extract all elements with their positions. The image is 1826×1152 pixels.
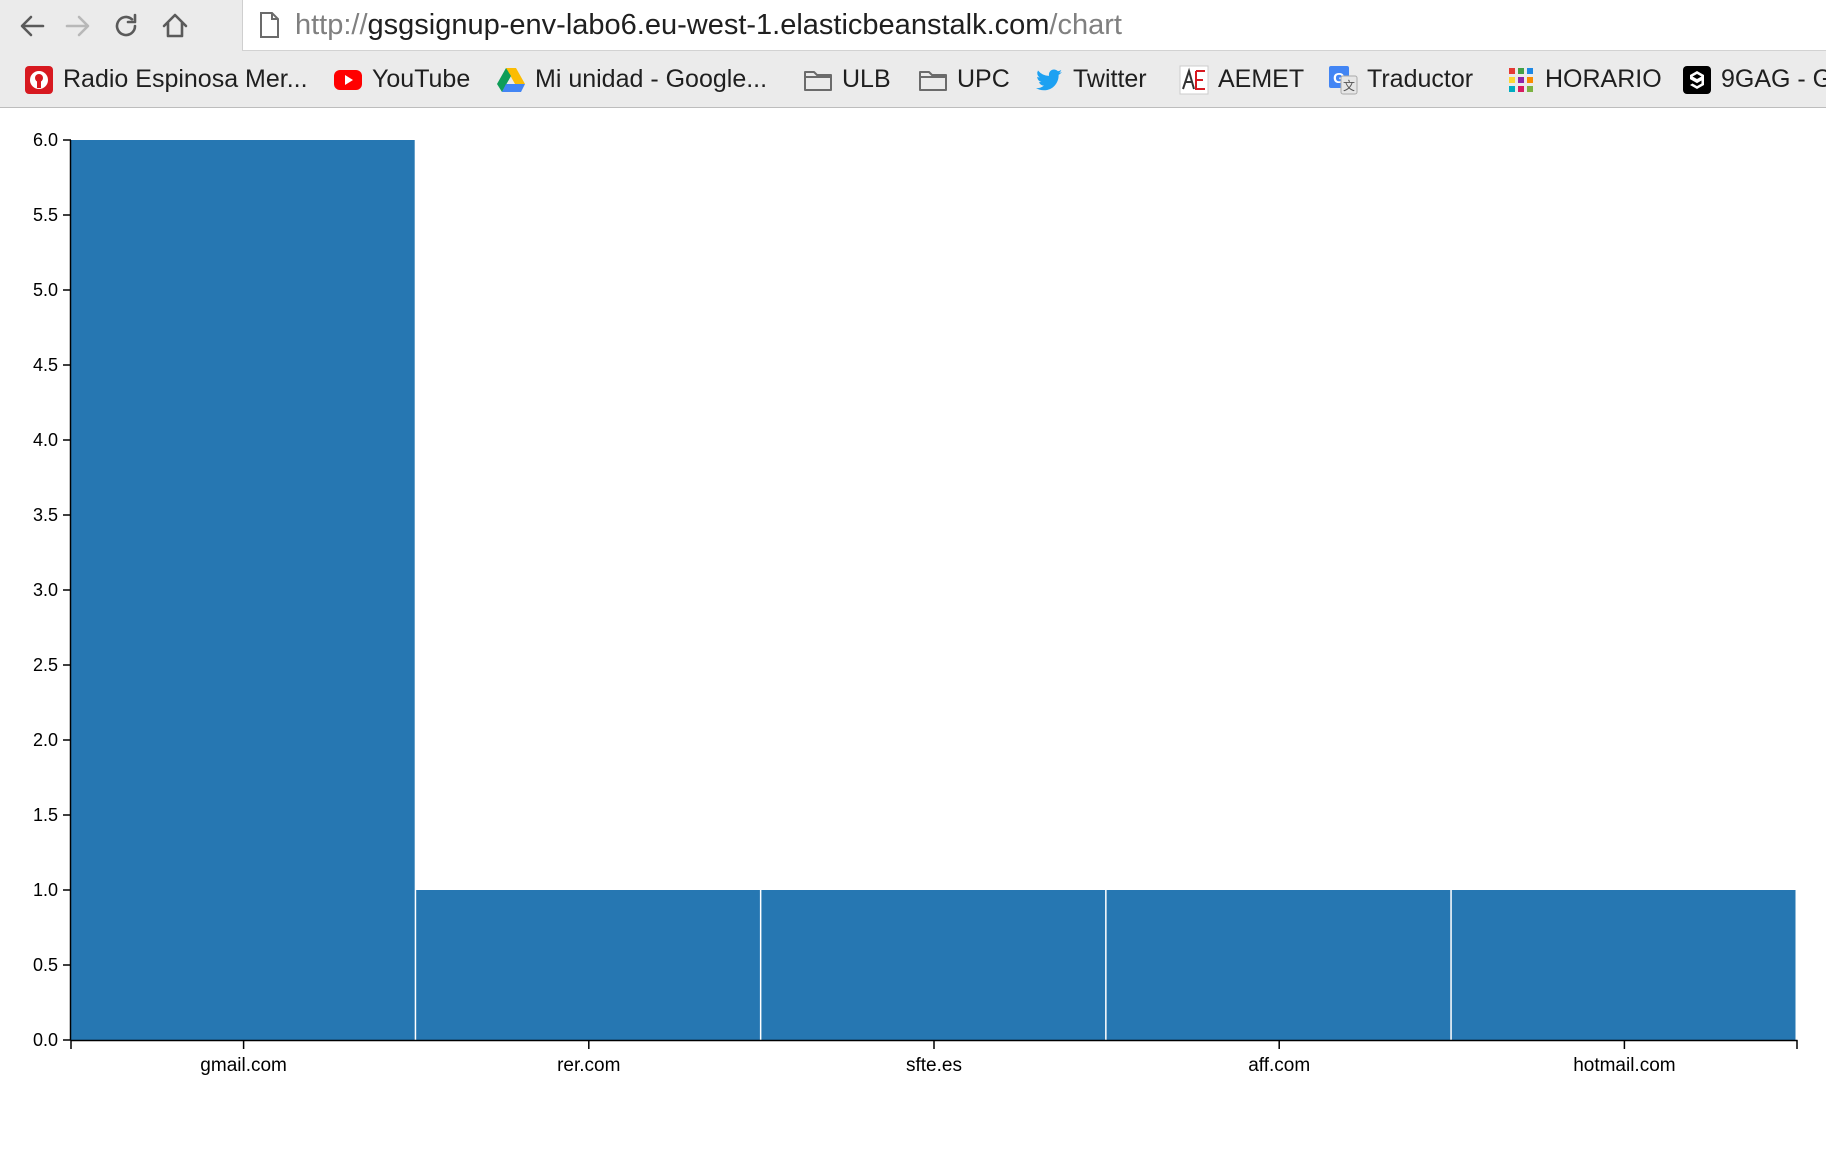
bookmark-google-drive[interactable]: Mi unidad - Google... [496, 52, 767, 107]
radio-icon [24, 65, 54, 95]
bookmark-9gag[interactable]: 9GAG - G [1682, 52, 1826, 107]
forward-button[interactable] [58, 6, 98, 46]
grid-icon [1506, 65, 1536, 95]
bar-gmail-com [71, 140, 415, 1040]
bookmark-radio-espinosa[interactable]: Radio Espinosa Mer... [24, 52, 308, 107]
x-tick-label: sfte.es [906, 1055, 962, 1076]
bookmark-youtube[interactable]: YouTube [333, 52, 470, 107]
folder-icon [803, 65, 833, 95]
home-button[interactable] [155, 6, 195, 46]
bookmark-label: Mi unidad - Google... [535, 65, 768, 93]
y-tick-label: 3.5 [33, 505, 58, 525]
bookmark-horario[interactable]: HORARIO [1506, 52, 1662, 107]
svg-text:G: G [1333, 70, 1345, 87]
y-tick-label: 1.0 [33, 880, 58, 900]
bar-chart: 0.0 0.5 1.0 1.5 2.0 2.5 3.0 3.5 4.0 4.5 5.0 5.5 6.0 g… [33, 130, 1798, 1076]
y-tick-label: 5.0 [33, 280, 58, 300]
folder-icon [918, 65, 948, 95]
bookmark-label: ULB [842, 65, 891, 93]
browser-toolbar: http://gsgsignup-env-labo6.eu-west-1.ela… [0, 0, 1826, 52]
bookmark-label: AEMET [1218, 65, 1305, 93]
page-icon [260, 12, 279, 38]
x-tick-label: rer.com [557, 1055, 620, 1076]
bookmark-label: Twitter [1073, 65, 1147, 93]
bookmark-label: HORARIO [1545, 65, 1662, 93]
x-tick-label: hotmail.com [1573, 1055, 1675, 1076]
y-tick-label: 2.5 [33, 655, 58, 675]
reload-button[interactable] [106, 6, 146, 46]
svg-text:文: 文 [1343, 78, 1355, 93]
twitter-icon [1034, 65, 1064, 95]
x-tick-label: aff.com [1248, 1055, 1310, 1076]
back-button[interactable] [12, 6, 52, 46]
aemet-icon [1179, 65, 1209, 95]
y-tick-label: 4.0 [33, 430, 58, 450]
bar-rer-com [416, 890, 760, 1040]
9gag-icon [1682, 65, 1712, 95]
bookmark-label: Radio Espinosa Mer... [63, 65, 308, 93]
bookmark-folder-ulb[interactable]: ULB [803, 52, 891, 107]
y-tick-label: 0.5 [33, 955, 58, 975]
bookmark-aemet[interactable]: AEMET [1179, 52, 1304, 107]
home-icon [162, 13, 188, 38]
reload-icon [115, 13, 137, 37]
y-tick-label: 2.0 [33, 730, 58, 750]
bookmark-label: Traductor [1367, 65, 1474, 93]
y-tick-label: 3.0 [33, 580, 58, 600]
bar-aff-com [1106, 890, 1451, 1040]
y-tick-label: 6.0 [33, 130, 58, 150]
google-drive-icon [496, 65, 526, 95]
bar-sfte-es [761, 890, 1106, 1040]
url-text: http://gsgsignup-env-labo6.eu-west-1.ela… [295, 8, 1122, 42]
x-tick-label: gmail.com [200, 1055, 287, 1076]
bookmarks-bar: Radio Espinosa Mer... YouTube Mi unidad … [0, 52, 1826, 108]
address-bar[interactable]: http://gsgsignup-env-labo6.eu-west-1.ela… [242, 0, 1826, 51]
bookmark-label: 9GAG - G [1721, 65, 1826, 93]
url-host: gsgsignup-env-labo6.eu-west-1.elasticbea… [367, 9, 1050, 41]
bar-hotmail-com [1451, 890, 1796, 1040]
bookmark-label: UPC [957, 65, 1010, 93]
y-tick-label: 5.5 [33, 205, 58, 225]
arrow-left-icon [20, 15, 45, 37]
url-path: /chart [1049, 9, 1122, 41]
url-scheme: http:// [295, 9, 368, 41]
youtube-icon [333, 65, 363, 95]
bookmark-label: YouTube [372, 65, 471, 93]
y-tick-label: 0.0 [33, 1030, 58, 1050]
arrow-right-icon [65, 15, 90, 37]
bookmark-twitter[interactable]: Twitter [1034, 52, 1147, 107]
bookmark-folder-upc[interactable]: UPC [918, 52, 1010, 107]
y-tick-label: 4.5 [33, 355, 58, 375]
y-tick-label: 1.5 [33, 805, 58, 825]
